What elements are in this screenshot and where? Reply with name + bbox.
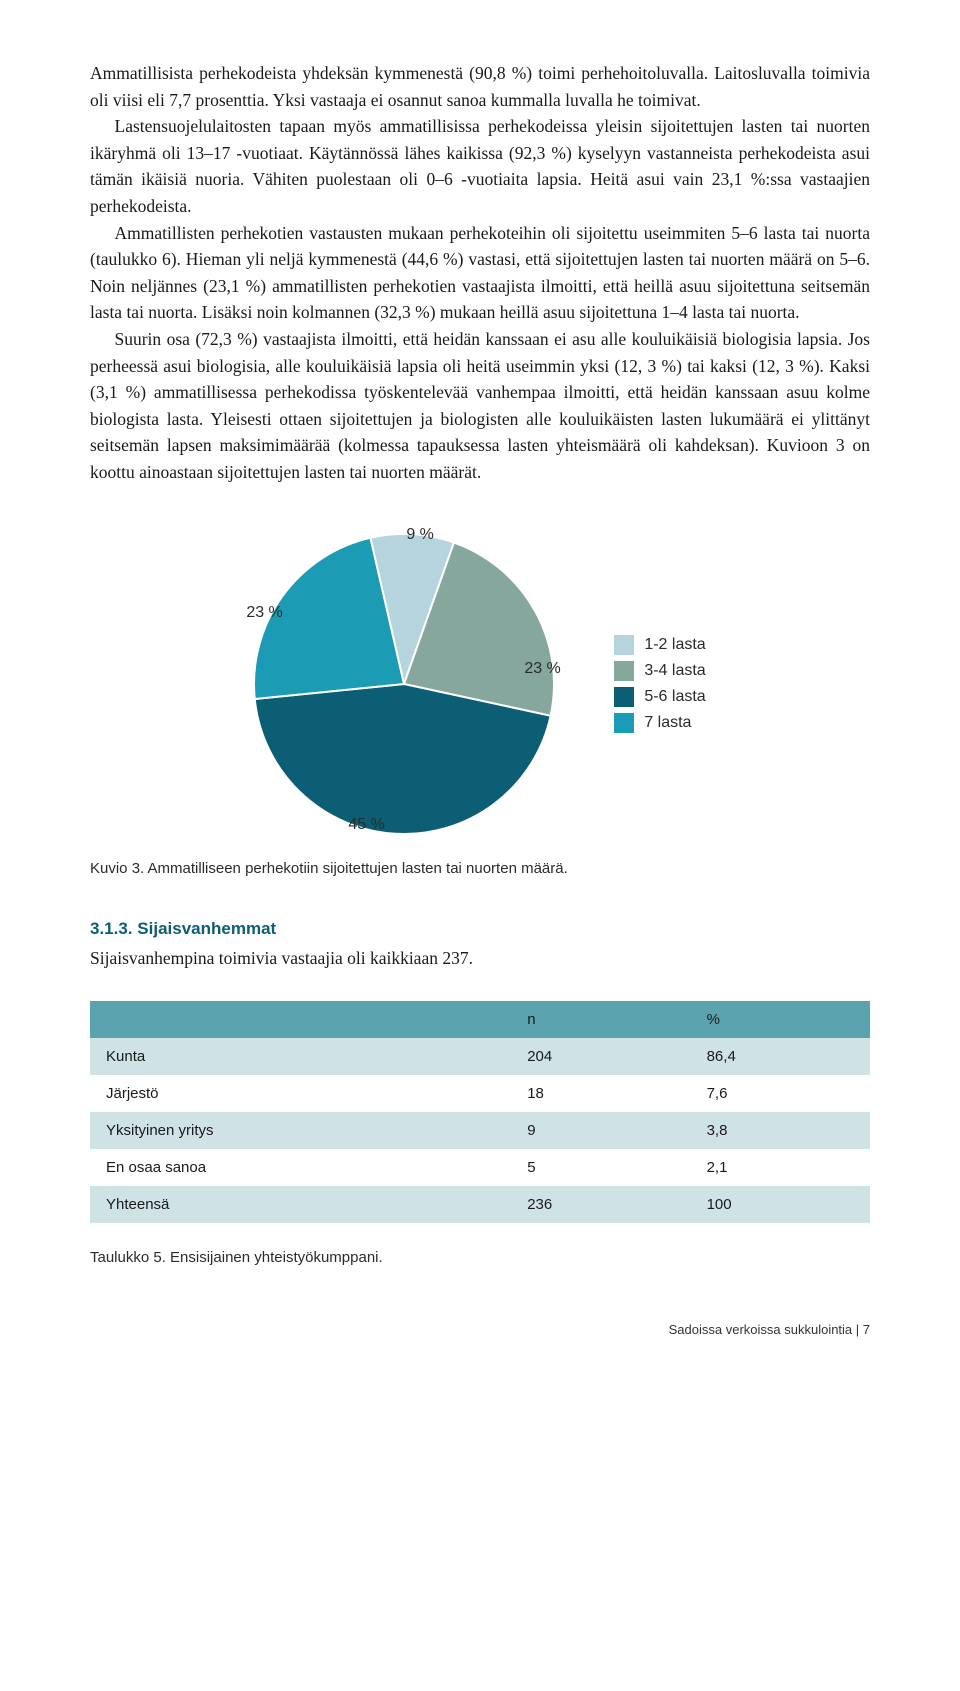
table-cell-pct: 100 [691,1186,870,1223]
section-number: 3.1.3. [90,919,133,938]
legend-label-2: 5-6 lasta [644,688,705,706]
paragraph-1: Ammatillisista perhekodeista yhdeksän ky… [90,60,870,113]
paragraph-4: Suurin osa (72,3 %) vastaajista ilmoitti… [90,326,870,486]
table-header-row: n % [90,1001,870,1038]
table-row: Järjestö187,6 [90,1075,870,1112]
table-cell-pct: 2,1 [691,1149,870,1186]
table-cell-n: 5 [511,1149,690,1186]
slice-label-0: 9 % [406,526,434,544]
legend-label-0: 1-2 lasta [644,636,705,654]
legend-swatch-3 [614,713,634,733]
table-header-pct: % [691,1001,870,1038]
table-cell-n: 18 [511,1075,690,1112]
legend-row-3: 7 lasta [614,713,705,733]
legend-row-1: 3-4 lasta [614,661,705,681]
pie-chart: 9 % 23 % 45 % 23 % [254,534,554,834]
paragraph-2: Lastensuojelulaitosten tapaan myös ammat… [90,113,870,219]
table-cell-label: En osaa sanoa [90,1149,511,1186]
body-text: Ammatillisista perhekodeista yhdeksän ky… [90,60,870,486]
legend-swatch-1 [614,661,634,681]
legend-swatch-0 [614,635,634,655]
table-cell-label: Yksityinen yritys [90,1112,511,1149]
data-table: n % Kunta20486,4Järjestö187,6Yksityinen … [90,1001,870,1223]
legend-row-2: 5-6 lasta [614,687,705,707]
table-cell-n: 236 [511,1186,690,1223]
table-caption: Taulukko 5. Ensisijainen yhteistyökumppa… [90,1249,870,1266]
table-cell-pct: 7,6 [691,1075,870,1112]
section-intro: Sijaisvanhempina toimivia vastaajia oli … [90,945,870,971]
table-row: Yksityinen yritys93,8 [90,1112,870,1149]
section-title: Sijaisvanhemmat [137,919,276,938]
paragraph-3: Ammatillisten perhekotien vastausten muk… [90,220,870,326]
pie-legend: 1-2 lasta 3-4 lasta 5-6 lasta 7 lasta [614,629,705,739]
legend-swatch-2 [614,687,634,707]
pie-chart-svg [254,534,554,834]
slice-label-3: 23 % [246,604,282,622]
table-cell-label: Järjestö [90,1075,511,1112]
pie-chart-figure: 9 % 23 % 45 % 23 % 1-2 lasta 3-4 lasta 5… [90,534,870,877]
table-cell-pct: 3,8 [691,1112,870,1149]
table-cell-label: Yhteensä [90,1186,511,1223]
section-heading: 3.1.3. Sijaisvanhemmat [90,919,870,939]
pie-slice [255,684,551,834]
table-cell-n: 9 [511,1112,690,1149]
pie-chart-row: 9 % 23 % 45 % 23 % 1-2 lasta 3-4 lasta 5… [254,534,705,834]
slice-label-1: 23 % [524,660,560,678]
table-row: En osaa sanoa52,1 [90,1149,870,1186]
table-header-n: n [511,1001,690,1038]
table-cell-n: 204 [511,1038,690,1075]
slice-label-2: 45 % [348,816,384,834]
legend-label-1: 3-4 lasta [644,662,705,680]
table-row: Yhteensä236100 [90,1186,870,1223]
table-cell-pct: 86,4 [691,1038,870,1075]
legend-row-0: 1-2 lasta [614,635,705,655]
figure-caption: Kuvio 3. Ammatilliseen perhekotiin sijoi… [90,860,568,877]
table-row: Kunta20486,4 [90,1038,870,1075]
page-footer: Sadoissa verkoissa sukkulointia | 7 [90,1322,870,1337]
legend-label-3: 7 lasta [644,714,691,732]
table-header-empty [90,1001,511,1038]
table-cell-label: Kunta [90,1038,511,1075]
